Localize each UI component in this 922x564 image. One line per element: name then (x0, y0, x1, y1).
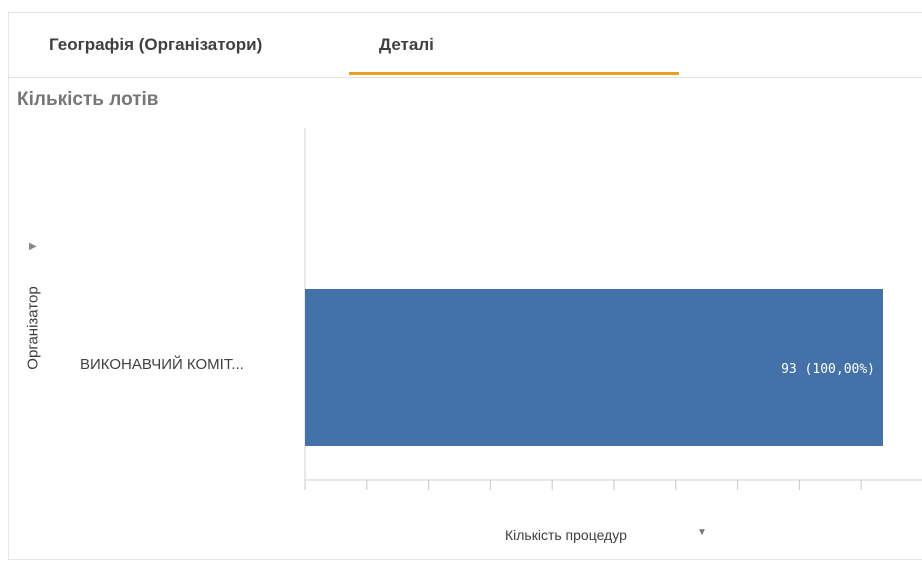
y-axis-expand-icon[interactable]: ▶ (29, 241, 37, 252)
chart-title: Кількість лотів (17, 89, 159, 110)
bar-data-label: 93 (100,00%) (781, 362, 875, 377)
x-axis-dropdown-icon[interactable]: ▼ (697, 527, 707, 538)
category-label[interactable]: ВИКОНАВЧИЙ КОМІТ... (80, 356, 244, 373)
tab-details[interactable]: Деталі (379, 35, 434, 54)
x-axis-label[interactable]: Кількість процедур (505, 527, 627, 543)
active-tab-indicator (349, 72, 679, 75)
tab-bar: Географія (Організатори) Деталі (9, 13, 922, 78)
bar[interactable] (305, 289, 883, 446)
x-axis-ticks (304, 480, 862, 490)
tab-geography[interactable]: Географія (Організатори) (49, 35, 263, 54)
chart-panel: Географія (Організатори) Деталі Кількіст… (8, 12, 922, 560)
